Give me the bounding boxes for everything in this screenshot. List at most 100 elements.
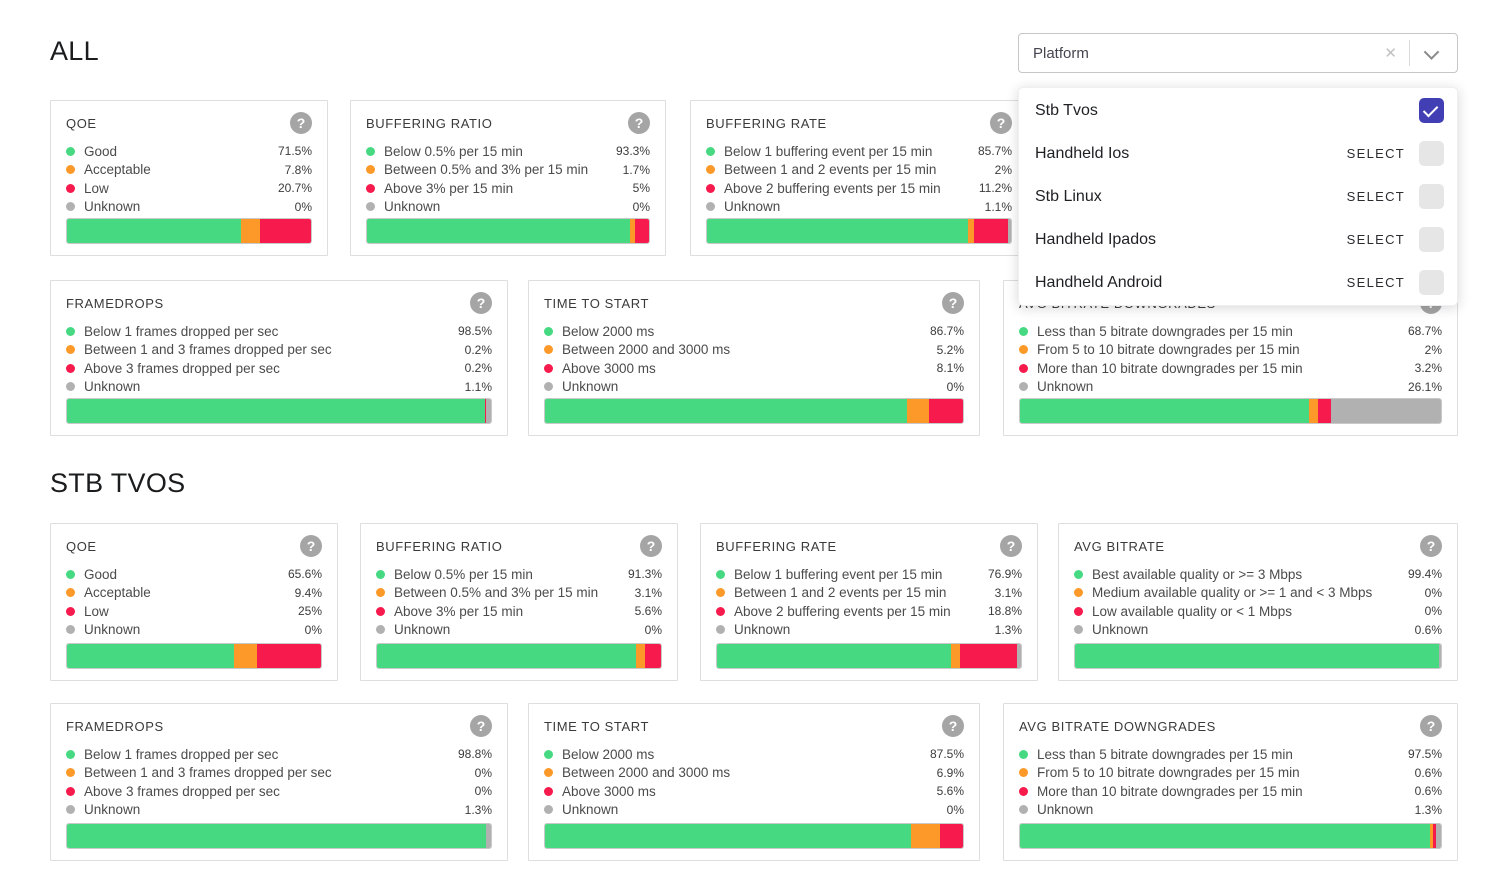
metric-card: BUFFERING RATE? Below 1 buffering event p… bbox=[700, 523, 1038, 681]
clear-filter-icon[interactable]: ✕ bbox=[1384, 45, 1397, 62]
metric-label: From 5 to 10 bitrate downgrades per 15 m… bbox=[1037, 765, 1300, 781]
option-label: Handheld Ios bbox=[1035, 144, 1130, 162]
card-title: QOE bbox=[66, 116, 97, 131]
low-dot bbox=[66, 786, 75, 796]
unknown-dot bbox=[1074, 625, 1083, 635]
metric-label: Unknown bbox=[384, 199, 441, 215]
metric-value: 0% bbox=[644, 622, 662, 637]
metric-label: Above 2 buffering events per 15 min bbox=[734, 603, 951, 619]
bar-segment-low bbox=[939, 824, 963, 848]
option-select-action[interactable]: SELECT bbox=[1346, 146, 1405, 161]
card-header: BUFFERING RATE? bbox=[716, 535, 1022, 557]
bar-segment-good bbox=[67, 399, 485, 423]
metric-row: From 5 to 10 bitrate downgrades per 15 m… bbox=[1019, 764, 1442, 783]
metric-value: 68.7% bbox=[1407, 324, 1442, 339]
dropdown-option-handheld-android[interactable]: Handheld Android SELECT bbox=[1019, 261, 1457, 304]
good-dot bbox=[1019, 326, 1028, 336]
bar-segment-good bbox=[545, 399, 908, 423]
unknown-dot bbox=[66, 202, 75, 212]
metric-list: Best available quality or >= 3 Mbps 99.4%… bbox=[1074, 565, 1442, 639]
metric-label: From 5 to 10 bitrate downgrades per 15 m… bbox=[1037, 342, 1300, 358]
metric-value: 5.6% bbox=[634, 604, 662, 619]
acceptable-dot bbox=[544, 768, 553, 778]
acceptable-dot bbox=[366, 165, 375, 175]
metric-value: 99.4% bbox=[1407, 567, 1442, 582]
help-icon[interactable]: ? bbox=[628, 112, 650, 134]
unknown-dot bbox=[376, 625, 385, 635]
metric-label: Unknown bbox=[84, 802, 141, 818]
metric-row: Below 1 frames dropped per sec 98.5% bbox=[66, 322, 492, 341]
metric-label: Above 3000 ms bbox=[562, 360, 656, 376]
metric-label: Above 3 frames dropped per sec bbox=[84, 783, 280, 799]
metric-row: Above 3 frames dropped per sec 0.2% bbox=[66, 359, 492, 378]
help-icon[interactable]: ? bbox=[470, 292, 492, 314]
help-icon[interactable]: ? bbox=[470, 715, 492, 737]
metric-card: BUFFERING RATIO? Below 0.5% per 15 min 91.… bbox=[360, 523, 678, 681]
low-dot bbox=[1019, 363, 1028, 373]
metric-value: 7.8% bbox=[284, 162, 312, 177]
metric-row: Below 1 buffering event per 15 min 76.9% bbox=[716, 565, 1022, 584]
help-icon[interactable]: ? bbox=[640, 535, 662, 557]
platform-filter-combobox[interactable]: Platform ✕ bbox=[1018, 33, 1458, 73]
chevron-down-icon[interactable] bbox=[1423, 43, 1440, 60]
option-checkbox[interactable] bbox=[1419, 270, 1444, 295]
platform-filter-dropdown: Stb Tvos Handheld Ios SELECT Stb Linux SELEC… bbox=[1018, 87, 1458, 306]
metric-value: 2% bbox=[1424, 342, 1442, 357]
option-checkbox[interactable] bbox=[1419, 184, 1444, 209]
metric-row: From 5 to 10 bitrate downgrades per 15 m… bbox=[1019, 341, 1442, 360]
help-icon[interactable]: ? bbox=[300, 535, 322, 557]
metric-row: Above 3 frames dropped per sec 0% bbox=[66, 782, 492, 801]
bar-segment-acceptable bbox=[233, 644, 258, 668]
metric-value: 3.1% bbox=[634, 585, 662, 600]
option-select-action[interactable]: SELECT bbox=[1346, 232, 1405, 247]
metric-row: Between 1 and 2 events per 15 min 3.1% bbox=[716, 584, 1022, 603]
card-header: BUFFERING RATE? bbox=[706, 112, 1012, 134]
metric-row: Above 2 buffering events per 15 min 18.8% bbox=[716, 602, 1022, 621]
distribution-bar bbox=[716, 643, 1022, 669]
dropdown-option-handheld-ios[interactable]: Handheld Ios SELECT bbox=[1019, 132, 1457, 175]
good-dot bbox=[366, 146, 375, 156]
metric-row: Above 2 buffering events per 15 min 11.2% bbox=[706, 179, 1012, 198]
bar-segment-low bbox=[960, 644, 1018, 668]
metric-row: Above 3000 ms 5.6% bbox=[544, 782, 964, 801]
metric-label: Less than 5 bitrate downgrades per 15 mi… bbox=[1037, 323, 1293, 339]
help-icon[interactable]: ? bbox=[290, 112, 312, 134]
option-label: Handheld Ipados bbox=[1035, 230, 1156, 248]
metric-label: Below 1 frames dropped per sec bbox=[84, 746, 279, 762]
section-title-stb-tvos: STB TVOS bbox=[50, 468, 186, 498]
dropdown-option-handheld-ipados[interactable]: Handheld Ipados SELECT bbox=[1019, 218, 1457, 261]
unknown-dot bbox=[66, 382, 75, 392]
metric-label: Below 0.5% per 15 min bbox=[384, 143, 523, 159]
help-icon[interactable]: ? bbox=[990, 112, 1012, 134]
option-checkbox[interactable] bbox=[1419, 227, 1444, 252]
help-icon[interactable]: ? bbox=[1000, 535, 1022, 557]
metric-value: 11.2% bbox=[978, 181, 1012, 196]
low-dot bbox=[716, 606, 725, 616]
metric-label: Unknown bbox=[84, 622, 141, 638]
bar-segment-unknown bbox=[1435, 824, 1441, 848]
bar-segment-good bbox=[67, 644, 234, 668]
option-checkbox[interactable] bbox=[1419, 141, 1444, 166]
metric-value: 0.2% bbox=[464, 361, 492, 376]
help-icon[interactable]: ? bbox=[942, 715, 964, 737]
distribution-bar bbox=[544, 823, 964, 849]
dropdown-option-stb-linux[interactable]: Stb Linux SELECT bbox=[1019, 175, 1457, 218]
metric-label: Unknown bbox=[1037, 802, 1094, 818]
metric-value: 87.5% bbox=[929, 747, 964, 762]
option-select-action[interactable]: SELECT bbox=[1346, 275, 1405, 290]
metric-row: Below 1 buffering event per 15 min 85.7% bbox=[706, 142, 1012, 161]
bar-segment-low bbox=[645, 644, 661, 668]
metric-row: Between 1 and 3 frames dropped per sec 0.… bbox=[66, 341, 492, 360]
option-checkbox-checked[interactable] bbox=[1419, 98, 1444, 123]
metric-card: AVG BITRATE DOWNGRADES? Less than 5 bitra… bbox=[1003, 703, 1458, 861]
metric-card: QOE? Good 71.5% Acceptable 7.8% Low 20.7% Unkno… bbox=[50, 100, 328, 256]
platform-filter-value: Platform bbox=[1033, 44, 1089, 62]
metric-row: Medium available quality or >= 1 and < 3… bbox=[1074, 584, 1442, 603]
option-select-action[interactable]: SELECT bbox=[1346, 189, 1405, 204]
metric-row: More than 10 bitrate downgrades per 15 m… bbox=[1019, 782, 1442, 801]
card-header: FRAMEDROPS? bbox=[66, 292, 492, 314]
help-icon[interactable]: ? bbox=[1420, 715, 1442, 737]
help-icon[interactable]: ? bbox=[942, 292, 964, 314]
help-icon[interactable]: ? bbox=[1420, 535, 1442, 557]
dropdown-option-stb-tvos[interactable]: Stb Tvos bbox=[1019, 89, 1457, 132]
